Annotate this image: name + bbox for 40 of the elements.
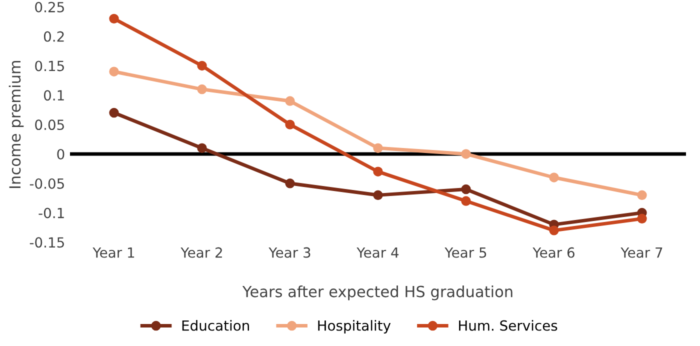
y-tick-label: 0.2: [44, 31, 64, 42]
y-tick-label: 0.05: [35, 120, 64, 130]
y-tick-label: -0.1: [38, 208, 64, 218]
point: [285, 178, 295, 188]
y-tick-label: 0: [57, 148, 64, 160]
x-axis-title: Years after expected HS graduation: [242, 286, 512, 300]
point: [373, 190, 383, 200]
point: [549, 172, 559, 182]
y-tick-label: 0.1: [44, 90, 64, 101]
point: [373, 166, 383, 176]
y-tick-label: -0.05: [30, 178, 64, 189]
legend-label: Education: [182, 320, 249, 331]
point: [197, 84, 207, 94]
x-tick-label: Year 1: [92, 247, 134, 258]
x-tick-label: Year 6: [532, 247, 574, 258]
point: [285, 120, 295, 130]
point: [109, 108, 119, 118]
point: [461, 149, 471, 159]
point: [109, 14, 119, 24]
point: [197, 60, 207, 71]
x-tick-label: Year 7: [620, 247, 662, 258]
point: [637, 214, 647, 224]
point: [549, 226, 559, 236]
x-tick-label: Year 5: [444, 247, 486, 258]
x-tick-label: Year 4: [356, 247, 399, 258]
y-tick-label: 0.15: [35, 60, 64, 72]
legend-label: Hospitality: [318, 320, 391, 334]
point: [109, 66, 119, 76]
y-tick-label: -0.15: [30, 237, 64, 248]
x-tick-label: Year 2: [180, 247, 222, 258]
y-tick-label: 0.25: [35, 2, 64, 12]
point: [285, 96, 295, 106]
point: [461, 184, 471, 194]
y-axis-title: Income premium: [8, 60, 24, 188]
point: [637, 190, 647, 200]
point: [461, 196, 471, 206]
x-tick-label: Year 3: [268, 247, 310, 258]
point: [197, 143, 207, 153]
legend-label: Hum. Services: [459, 320, 558, 331]
point: [373, 143, 383, 153]
